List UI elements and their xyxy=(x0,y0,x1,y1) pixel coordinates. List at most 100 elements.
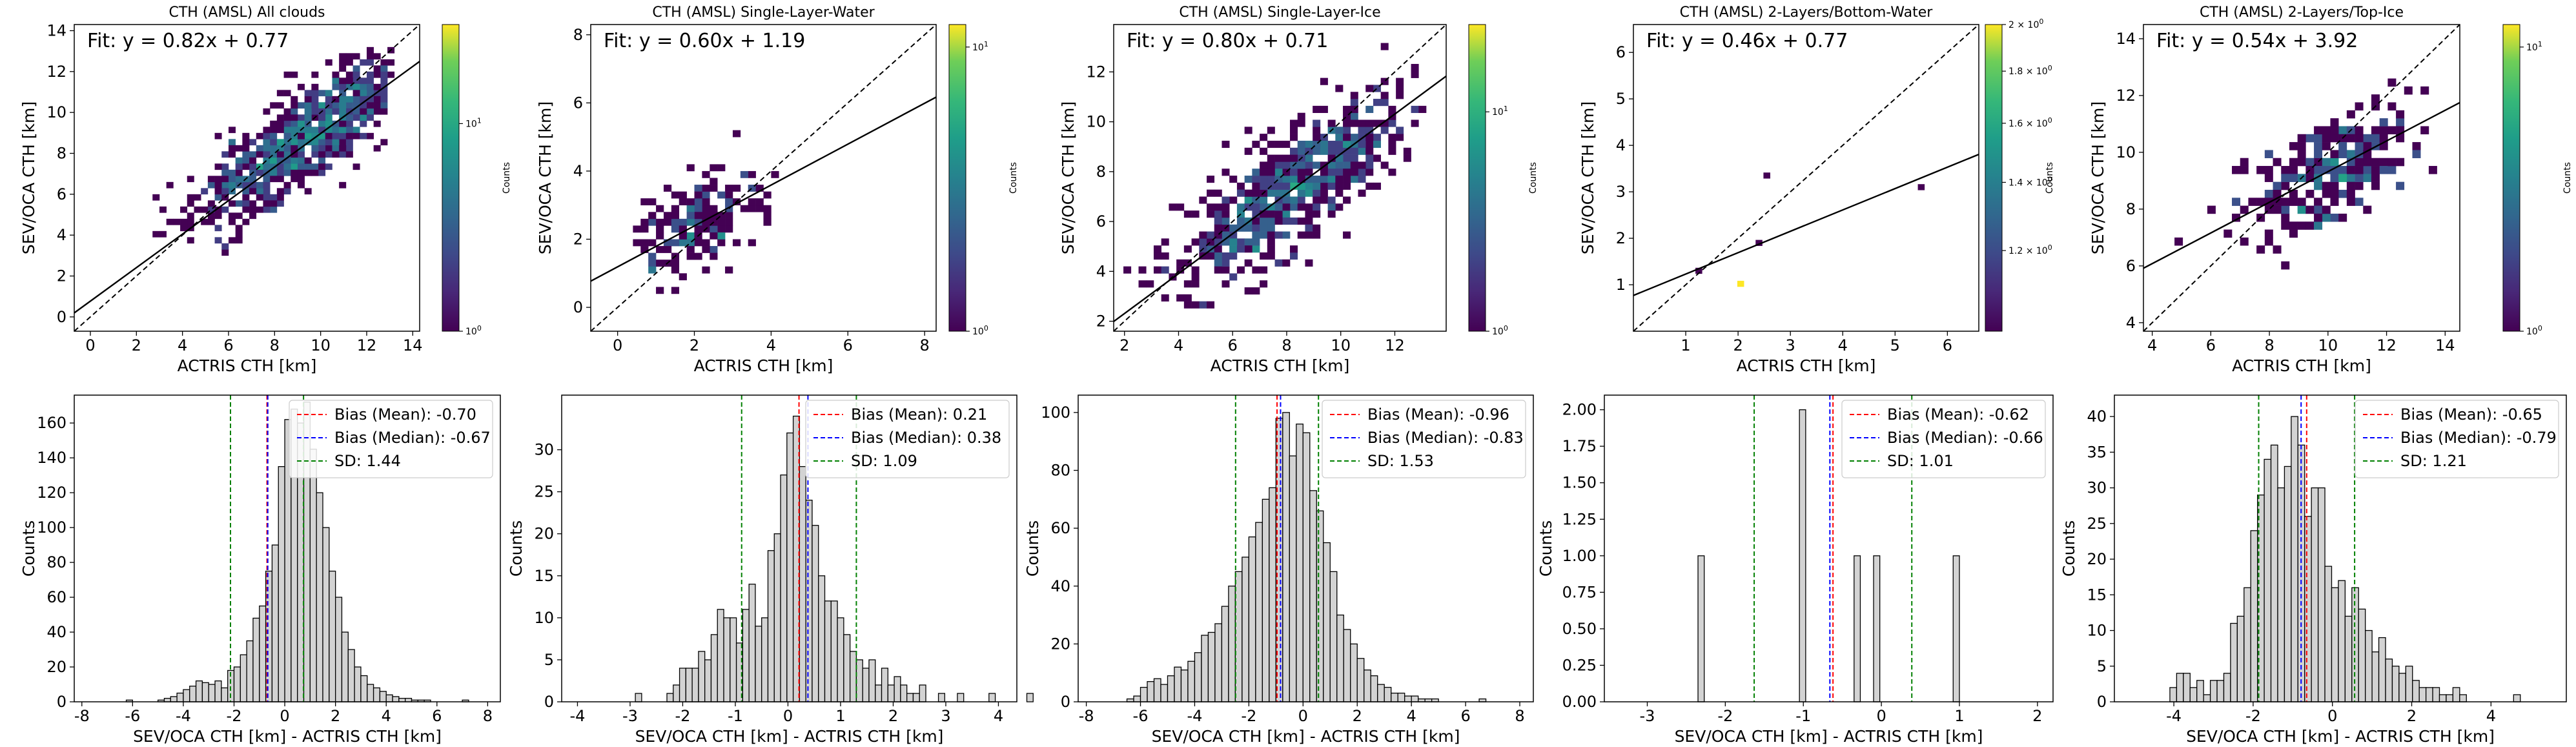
plot-frame xyxy=(1633,24,1979,332)
heatmap-cell xyxy=(297,163,305,170)
heatmap-cell xyxy=(1695,267,1702,274)
heatmap-cell xyxy=(1297,161,1305,169)
x-tick-label: -8 xyxy=(74,707,90,725)
heatmap-cell xyxy=(1373,182,1381,190)
heatmap-cell xyxy=(1229,245,1238,253)
histogram-bar xyxy=(1207,631,1216,702)
heatmap-cell xyxy=(345,102,353,109)
heatmap-cell xyxy=(1229,238,1238,246)
histogram-bar xyxy=(2425,687,2433,702)
heatmap-cell xyxy=(318,102,326,109)
histogram-bar xyxy=(1228,586,1236,702)
heatmap-cell xyxy=(1327,176,1336,183)
x-tick-label: 6 xyxy=(1943,336,1952,354)
histogram-bar xyxy=(1160,684,1169,702)
heatmap-cell xyxy=(1267,140,1275,148)
y-tick-label: 0.50 xyxy=(1562,620,1597,638)
heatmap-cell xyxy=(686,246,695,253)
heatmap-cell xyxy=(291,96,298,103)
heatmap-cell xyxy=(1289,127,1298,134)
colorbar-tick-label: 100 xyxy=(465,324,482,337)
x-axis-label: ACTRIS CTH [km] xyxy=(694,356,833,375)
heatmap-cell xyxy=(263,194,271,201)
heatmap-cell xyxy=(694,239,702,247)
heatmap-cell xyxy=(228,176,236,183)
histogram-bar xyxy=(1269,487,1276,702)
heatmap-cell xyxy=(1153,266,1161,274)
heatmap-cell xyxy=(180,206,188,213)
heatmap-cell xyxy=(686,252,695,260)
heatmap-cell xyxy=(2281,181,2290,190)
histogram-bar xyxy=(704,659,712,702)
heatmap-cell xyxy=(717,164,726,172)
heatmap-cell xyxy=(1313,105,1321,114)
histogram-bar xyxy=(2324,566,2333,702)
heatmap-cell xyxy=(1207,203,1215,211)
heatmap-cell xyxy=(1297,119,1305,127)
heatmap-cell xyxy=(235,200,243,207)
heatmap-cell xyxy=(332,71,340,78)
histogram-bar xyxy=(742,609,750,702)
panel-title: CTH (AMSL) 2-Layers/Bottom-Water xyxy=(1680,5,1934,21)
colorbar-label: Counts xyxy=(1008,162,1019,194)
heatmap-cell xyxy=(304,169,312,176)
histogram-bar xyxy=(341,631,349,702)
heatmap-cell xyxy=(332,102,340,109)
colorbar-tick-label: 1.2 × 100 xyxy=(2009,243,2052,256)
heatmap-cell xyxy=(353,163,360,170)
heatmap-cell xyxy=(214,206,222,213)
heatmap-cell xyxy=(656,225,664,233)
histogram-bar xyxy=(2459,694,2467,702)
heatmap-cell xyxy=(2305,189,2315,198)
heatmap-cell xyxy=(214,132,222,139)
heatmap-cell xyxy=(291,151,298,158)
heatmap-cell xyxy=(2314,142,2323,150)
heatmap-cell xyxy=(353,65,360,72)
histogram-bar xyxy=(824,600,832,702)
heatmap-cell xyxy=(256,132,263,139)
x-tick-label: 1 xyxy=(1681,336,1690,354)
heatmap-cell xyxy=(366,90,374,97)
heatmap-cell xyxy=(1260,134,1268,141)
heatmap-cell xyxy=(1313,196,1321,204)
heatmap-cell xyxy=(1260,217,1268,225)
heatmap-cell xyxy=(207,212,215,220)
heatmap-cell xyxy=(2396,118,2405,127)
heatmap-cell xyxy=(304,157,312,164)
heatmap-cell xyxy=(671,225,680,233)
x-tick-label: -4 xyxy=(2166,707,2182,725)
heatmap-cell xyxy=(1153,245,1161,253)
heatmap-cell xyxy=(725,185,733,192)
heatmap-cell xyxy=(332,127,340,134)
heatmap-cell xyxy=(2379,126,2388,135)
x-tick-label: 2 xyxy=(888,707,898,725)
x-tick-label: 1 xyxy=(835,707,845,725)
y-tick-label: 1.50 xyxy=(1562,474,1597,492)
heatmap-cell xyxy=(702,185,710,192)
heatmap-cell xyxy=(702,170,710,178)
legend-entry-bias-mean: Bias (Mean): -0.96 xyxy=(1367,405,1509,424)
histogram-bar xyxy=(937,693,945,702)
x-tick-label: -2 xyxy=(1241,707,1256,725)
heatmap-cell xyxy=(1176,203,1185,211)
histogram-bar xyxy=(1316,510,1324,702)
heatmap-cell xyxy=(360,114,367,121)
heatmap-cell xyxy=(1313,140,1321,148)
histogram-bar xyxy=(887,684,895,702)
heatmap-cell xyxy=(748,239,756,247)
heatmap-cell xyxy=(256,188,263,195)
heatmap-cell xyxy=(1207,189,1215,197)
x-tick-label: 3 xyxy=(941,707,950,725)
heatmap-cell xyxy=(694,218,702,226)
x-tick-label: -1 xyxy=(1795,707,1811,725)
x-axis-label: SEV/OCA CTH [km] - ACTRIS CTH [km] xyxy=(133,727,442,746)
heatmap-cell xyxy=(332,77,340,85)
heatmap-cell xyxy=(1222,252,1230,260)
y-tick-label: 15 xyxy=(534,567,554,585)
heatmap-cell xyxy=(339,77,347,85)
heatmap-cell xyxy=(345,127,353,134)
heatmap-cell xyxy=(763,191,772,199)
heatmap-cell xyxy=(311,139,319,146)
heatmap-cell xyxy=(663,246,672,253)
y-tick-label: 4 xyxy=(1096,262,1106,280)
